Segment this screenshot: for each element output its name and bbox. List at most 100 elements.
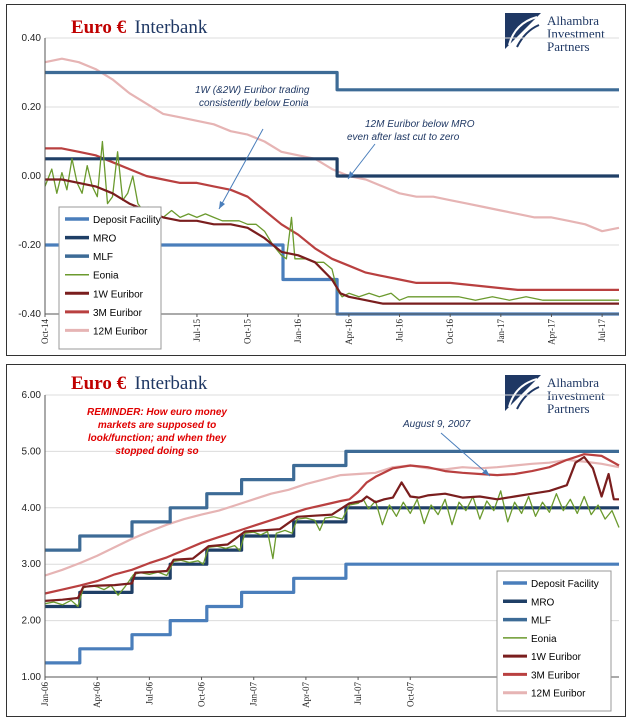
legend-label-mlf: MLF	[93, 252, 113, 263]
legend-label-eonia: Eonia	[93, 271, 119, 282]
legend-label-m3: 3M Euribor	[93, 308, 143, 319]
alhambra-logo-icon	[505, 13, 541, 49]
chart-top-series	[44, 57, 620, 316]
series-w1-line	[44, 455, 619, 602]
chart-panel-top: Euro € Interbank Alhambra Investment Par…	[6, 4, 626, 356]
series-mro-line	[45, 506, 619, 609]
x-tick-label: Oct-16	[445, 319, 455, 344]
x-tick-label: Jul-07	[353, 682, 363, 705]
legend-label-m3: 3M Euribor	[531, 670, 581, 681]
chart-title-euro: Euro €	[71, 17, 127, 38]
y-tick-label: -0.20	[18, 240, 41, 251]
legend-label-m12: 12M Euribor	[531, 689, 586, 700]
logo-line-1: Alhambra	[547, 375, 599, 390]
series-w1-line	[45, 178, 619, 305]
chart-top-legend: Deposit Facility MRO MLF Eonia 1W Euribor 3M …	[58, 206, 162, 350]
legend-label-w1: 1W Euribor	[531, 652, 582, 663]
chart-title-euro: Euro €	[71, 373, 127, 394]
series-mlf-line	[45, 449, 619, 552]
legend-label-mro: MRO	[93, 234, 117, 245]
x-tick-label: Oct-14	[40, 319, 50, 344]
x-tick-label: Jan-16	[293, 319, 303, 343]
logo-line-3: Partners	[547, 401, 590, 416]
chart-panel-bottom: Euro € Interbank Alhambra Investment Par…	[6, 364, 626, 717]
series-mro-line	[45, 157, 619, 178]
series-m12-line	[44, 57, 620, 233]
reminder-line-1: REMINDER: How euro money	[87, 407, 227, 418]
chart-top-annotation-2: 12M Euribor below MRO even after last cu…	[347, 119, 475, 180]
series-m3-line	[44, 453, 620, 595]
annotation-2-arrow	[347, 143, 376, 180]
chart-bottom-series	[44, 449, 620, 665]
y-tick-label: 0.00	[22, 171, 42, 182]
series-m12-line	[44, 458, 620, 577]
y-tick-label: 2.00	[22, 616, 42, 627]
annotation-1-arrow	[218, 128, 264, 210]
y-tick-label: 0.20	[22, 102, 42, 113]
legend-box	[496, 570, 612, 712]
y-tick-label: 4.00	[22, 503, 42, 514]
legend-label-mro: MRO	[531, 597, 555, 608]
chart-top-annotation-1: 1W (&2W) Euribor trading consistently be…	[195, 85, 310, 210]
series-deposit-line	[45, 562, 619, 665]
chart-bottom-annotation-aug: August 9, 2007	[402, 419, 491, 477]
legend-box	[58, 206, 162, 350]
alhambra-logo-icon	[505, 375, 541, 411]
x-tick-label: Apr-07	[301, 682, 311, 708]
reminder-line-2: markets are supposed to	[98, 420, 216, 431]
x-tick-label: Jan-06	[40, 682, 50, 706]
series-m3-line	[45, 147, 619, 291]
annotation-aug-arrowhead	[482, 469, 490, 476]
chart-top-svg: Euro € Interbank Alhambra Investment Par…	[18, 13, 620, 350]
svg-text:Euro € Interbank: Euro € Interbank	[71, 373, 208, 394]
y-tick-label: 6.00	[22, 390, 42, 401]
chart-title-interbank: Interbank	[135, 373, 208, 394]
annotation-aug-arrow	[440, 432, 491, 477]
y-tick-label: 1.00	[22, 672, 42, 683]
x-tick-label: Apr-17	[546, 319, 556, 345]
annotation-2-line-2: even after last cut to zero	[347, 132, 460, 143]
chart-bottom-axes: Jan-06 Apr-06 Jul-06 Oct-06 Jan-07 Apr-07 Jul-…	[40, 395, 619, 708]
chart-bottom-reminder: REMINDER: How euro money markets are sup…	[87, 407, 227, 457]
annotation-1-line-1: 1W (&2W) Euribor trading	[195, 85, 310, 96]
chart-bottom-legend: Deposit Facility MRO MLF Eonia 1W Euribor 3M …	[496, 570, 612, 712]
x-tick-label: Jan-07	[249, 682, 259, 706]
svg-text:Euro € Interbank: Euro € Interbank	[71, 17, 208, 38]
x-tick-label: Jul-15	[192, 319, 202, 342]
x-tick-label: Jul-16	[395, 319, 405, 342]
legend-label-deposit: Deposit Facility	[531, 579, 599, 590]
x-tick-label: Oct-15	[243, 319, 253, 344]
logo-line-1: Alhambra	[547, 13, 599, 28]
x-tick-label: Jul-17	[597, 319, 607, 342]
y-tick-label: 0.40	[22, 33, 42, 44]
reminder-line-4: stopped doing so	[115, 446, 198, 457]
annotation-1-arrowhead	[219, 201, 225, 209]
x-tick-label: Jul-06	[144, 682, 154, 705]
x-tick-label: Oct-06	[197, 682, 207, 707]
x-tick-label: Apr-06	[92, 682, 102, 708]
legend-label-mlf: MLF	[531, 616, 551, 627]
series-eonia-line	[44, 140, 619, 301]
legend-label-w1: 1W Euribor	[93, 289, 144, 300]
x-tick-label: Oct-07	[405, 682, 415, 707]
chart-title-interbank: Interbank	[135, 17, 208, 38]
legend-label-deposit: Deposit Facility	[93, 215, 161, 226]
reminder-line-3: look/function; and when they	[88, 433, 227, 444]
series-eonia-line	[44, 490, 620, 608]
y-tick-label: 5.00	[22, 446, 42, 457]
y-tick-label: -0.40	[18, 309, 41, 320]
logo-line-2: Investment	[547, 26, 605, 41]
series-mlf-line	[45, 70, 619, 92]
legend-label-m12: 12M Euribor	[93, 326, 148, 337]
annotation-1-line-2: consistently below Eonia	[199, 98, 309, 109]
annotation-2-line-1: 12M Euribor below MRO	[365, 119, 475, 130]
chart-bottom-svg: Euro € Interbank Alhambra Investment Par…	[22, 373, 620, 712]
y-tick-label: 3.00	[22, 559, 42, 570]
alhambra-logo: Alhambra Investment Partners	[505, 13, 605, 54]
annotation-2-arrowhead	[348, 171, 354, 179]
x-tick-label: Apr-16	[344, 319, 354, 345]
legend-label-eonia: Eonia	[531, 634, 557, 645]
x-tick-label: Jan-17	[496, 319, 506, 343]
logo-line-3: Partners	[547, 39, 590, 54]
annotation-aug-label: August 9, 2007	[402, 419, 471, 430]
